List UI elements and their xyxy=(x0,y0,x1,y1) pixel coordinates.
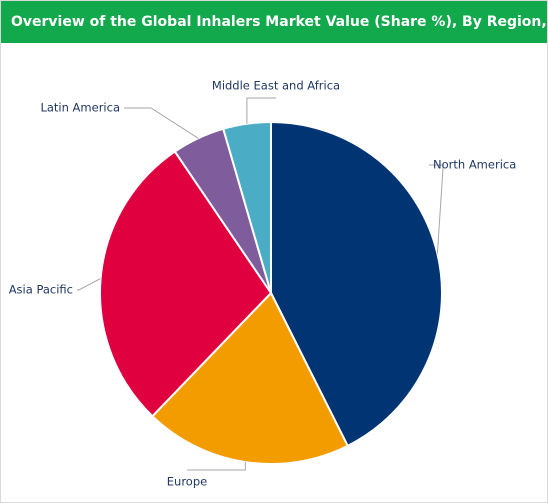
leader-line xyxy=(246,97,276,124)
pie-slice xyxy=(270,120,443,448)
leader-line xyxy=(77,278,101,291)
pie-slice xyxy=(222,120,272,294)
slice-label: Europe xyxy=(167,475,207,489)
leader-line xyxy=(187,462,246,471)
chart: North America Europe Asia Pacific Latin Ame… xyxy=(9,79,517,489)
slice-label: Latin America xyxy=(40,101,120,115)
slice-label: Asia Pacific xyxy=(9,283,73,297)
leader-line xyxy=(429,164,444,254)
leader-line xyxy=(124,107,199,139)
slice-label: Middle East and Africa xyxy=(212,79,340,93)
chart-title: Overview of the Global Inhalers Market V… xyxy=(1,1,547,43)
slice-label: North America xyxy=(433,158,516,172)
